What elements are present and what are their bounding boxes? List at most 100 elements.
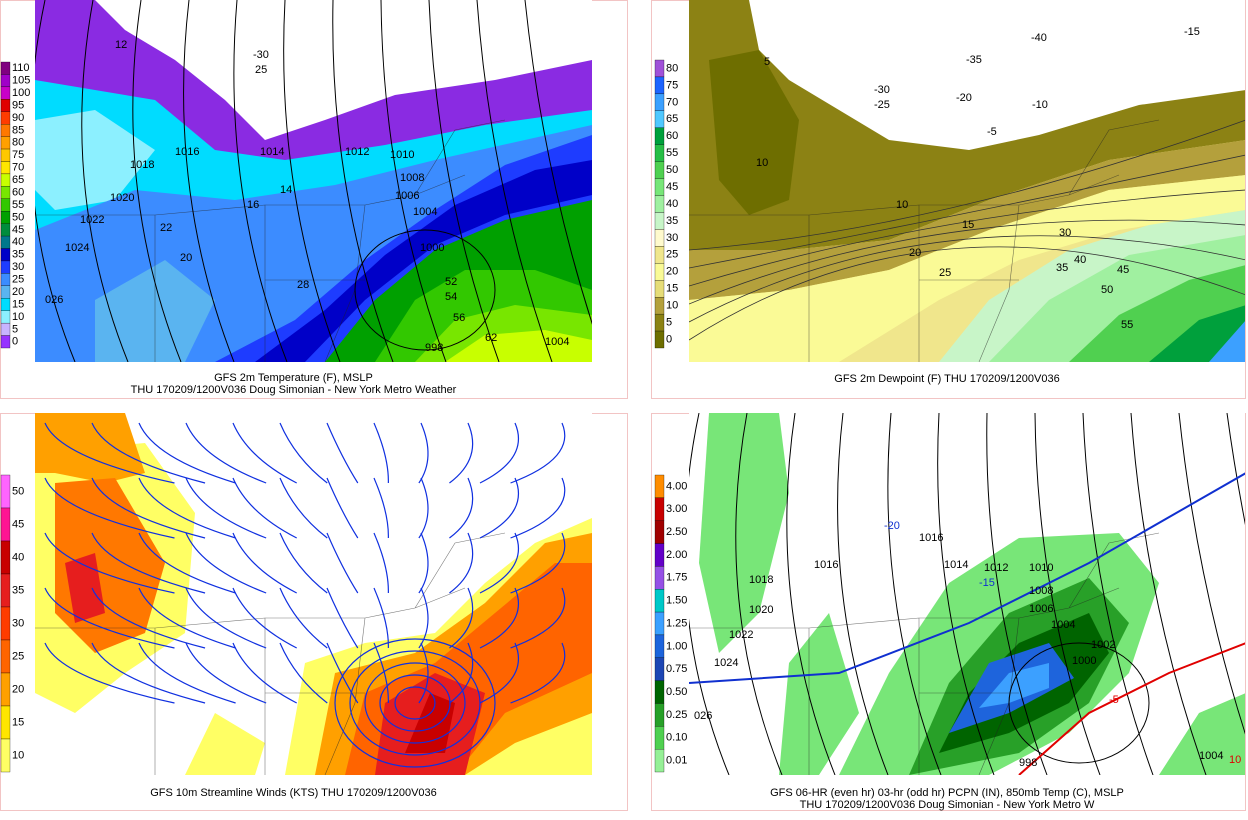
contour-label: 20: [180, 252, 192, 264]
colorbar-box: [654, 178, 665, 196]
contour-label: 15: [962, 219, 974, 231]
colorbar-label: 10: [666, 300, 678, 312]
colorbar-label: 110: [12, 62, 30, 74]
colorbar-box: [654, 611, 665, 636]
streamline: [44, 587, 175, 649]
contour-label: 1000: [420, 242, 444, 254]
shaded-region: [709, 50, 799, 215]
streamline: [279, 422, 328, 484]
streamline: [185, 477, 267, 539]
colorbar-label: 15: [666, 283, 678, 295]
isobar: [1082, 413, 1154, 775]
isobar: [937, 413, 995, 775]
isobar: [380, 0, 447, 362]
isobar: [332, 0, 394, 362]
streamline: [138, 422, 236, 484]
colorbar-label: 50: [666, 164, 678, 176]
colorbar-box: [0, 211, 11, 224]
colorbar-box: [654, 76, 665, 95]
shaded-region: [1159, 693, 1245, 775]
contour-label: 1022: [80, 214, 104, 226]
colorbar-box: [0, 260, 11, 274]
contour-label: 16: [247, 199, 259, 211]
contour-label: 54: [445, 291, 457, 303]
streamline: [185, 532, 267, 594]
contour-label: -30: [874, 84, 890, 96]
colorbar-label: 0.01: [666, 754, 687, 766]
colorbar-label: 20: [12, 683, 24, 695]
contour-label: 56: [453, 312, 465, 324]
contour-label: 1022: [729, 629, 753, 641]
colorbar-label: 0: [12, 336, 18, 348]
contour-label: 50: [1101, 284, 1113, 296]
streamline: [373, 422, 389, 484]
contour-label: 1008: [1029, 585, 1053, 597]
colorbar-label: 105: [12, 75, 30, 87]
colorbar-label: 30: [666, 232, 678, 244]
colorbar-label: 70: [12, 162, 24, 174]
colorbar-box: [0, 540, 11, 575]
colorbar-label: 65: [666, 113, 678, 125]
shaded-region: [445, 330, 592, 362]
contour-label: -25: [874, 99, 890, 111]
contour-label: 1018: [130, 159, 154, 171]
contour-label: 1016: [919, 532, 943, 544]
colorbar-label: 15: [12, 298, 24, 310]
contour-label: 998: [425, 342, 443, 354]
colorbar-label: 4.00: [666, 480, 687, 492]
isobar: [524, 0, 592, 325]
temp-line: [689, 472, 1245, 684]
isobar: [183, 0, 235, 362]
contour-label: 1020: [110, 192, 134, 204]
shaded-region: [405, 693, 455, 753]
contour-label: -15: [979, 577, 995, 589]
contour: [689, 235, 1245, 323]
map: [35, 413, 592, 775]
colorbar-box: [654, 127, 665, 145]
colorbar-box: [654, 93, 665, 111]
contour-label: 1010: [390, 149, 414, 161]
contour: [689, 119, 1245, 251]
colorbar-label: 55: [666, 147, 678, 159]
contour-label: 1024: [65, 242, 89, 254]
map: 5 -35 -40 -30 -20 -10 -5 -25 -15 10 10 15 20 25 30 35 40…: [689, 0, 1245, 362]
boundaries: [689, 119, 1160, 362]
streamline: [185, 422, 267, 484]
colorbar-label: 75: [12, 149, 24, 161]
streamline: [138, 477, 236, 539]
contour-label: 1014: [260, 146, 284, 158]
isobar: [476, 0, 553, 362]
colorbar-label: 5: [12, 323, 18, 335]
streamline: [44, 532, 175, 594]
contour-label: 30: [1059, 227, 1071, 239]
contour-label: 28: [297, 279, 309, 291]
streamline: [44, 477, 175, 539]
caption: THU 170209/1200V036 Doug Simonian - New …: [131, 384, 457, 396]
colorbar-label: 60: [12, 186, 24, 198]
contour: [689, 246, 1245, 341]
caption: THU 170209/1200V036 Doug Simonian - New …: [800, 799, 1095, 811]
colorbar-label: 30: [12, 617, 24, 629]
contour-label: 1004: [545, 336, 569, 348]
streamline: [449, 587, 474, 649]
colorbar-label: 10: [12, 749, 24, 761]
colorbar-box: [0, 124, 11, 137]
colorbar-box: [0, 61, 11, 75]
colorbar-box: [0, 672, 11, 707]
contour-label: 40: [1074, 254, 1086, 266]
colorbar-label: 65: [12, 174, 24, 186]
streamline: [279, 532, 328, 594]
colorbar-box: [654, 634, 665, 658]
colorbar-label: 25: [666, 249, 678, 261]
colorbar-box: [0, 322, 11, 336]
colorbar-label: 40: [12, 551, 24, 563]
colorbar-label: 90: [12, 112, 24, 124]
colorbar-box: [0, 173, 11, 187]
colorbar-label: 1.00: [666, 640, 687, 652]
shaded-region: [749, 0, 1245, 150]
colorbar-box: [654, 543, 665, 567]
isobar: [35, 0, 76, 362]
contour-label: 52: [445, 276, 457, 288]
colorbar-box: [0, 335, 11, 349]
contour-label: 1014: [944, 559, 968, 571]
